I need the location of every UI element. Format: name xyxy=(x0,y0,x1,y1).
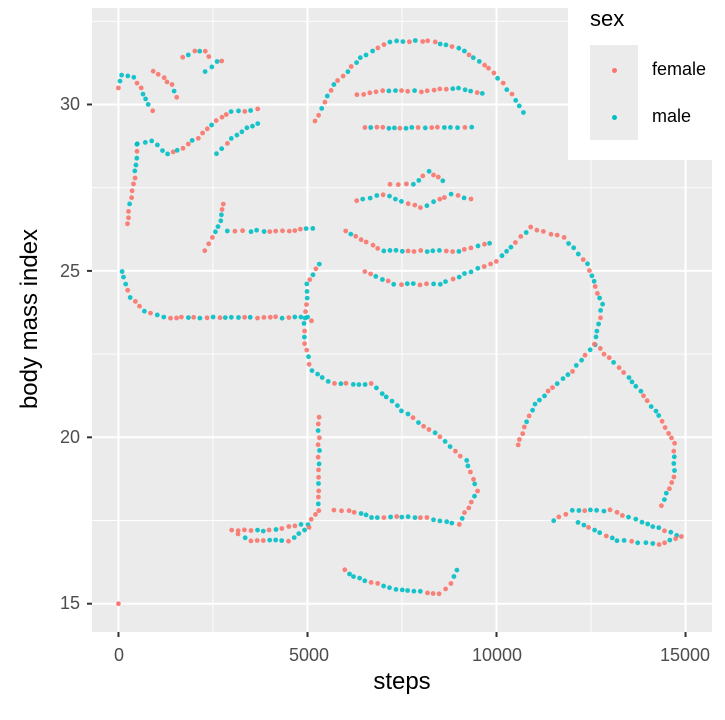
axis-ticks xyxy=(87,103,687,637)
x-tick-label: 0 xyxy=(113,645,124,665)
x-tick-label: 5000 xyxy=(288,645,330,665)
y-axis-title: body mass index xyxy=(16,228,43,410)
legend: sex female male xyxy=(568,0,725,160)
legend-label-male: male xyxy=(652,106,692,126)
legend-key-male xyxy=(612,115,617,120)
legend-key-female xyxy=(612,68,617,73)
data-points xyxy=(116,38,684,607)
x-tick-label: 15000 xyxy=(659,645,711,665)
y-tick-label: 30 xyxy=(59,94,80,114)
x-axis-title: steps xyxy=(373,668,431,695)
y-tick-label: 20 xyxy=(59,427,80,447)
y-tick-label: 25 xyxy=(59,261,80,281)
legend-label-female: female xyxy=(652,59,707,79)
legend-title: sex xyxy=(590,6,625,31)
x-tick-label: 10000 xyxy=(471,645,523,665)
legend-key-background xyxy=(590,45,638,140)
y-tick-label: 15 xyxy=(59,593,80,613)
